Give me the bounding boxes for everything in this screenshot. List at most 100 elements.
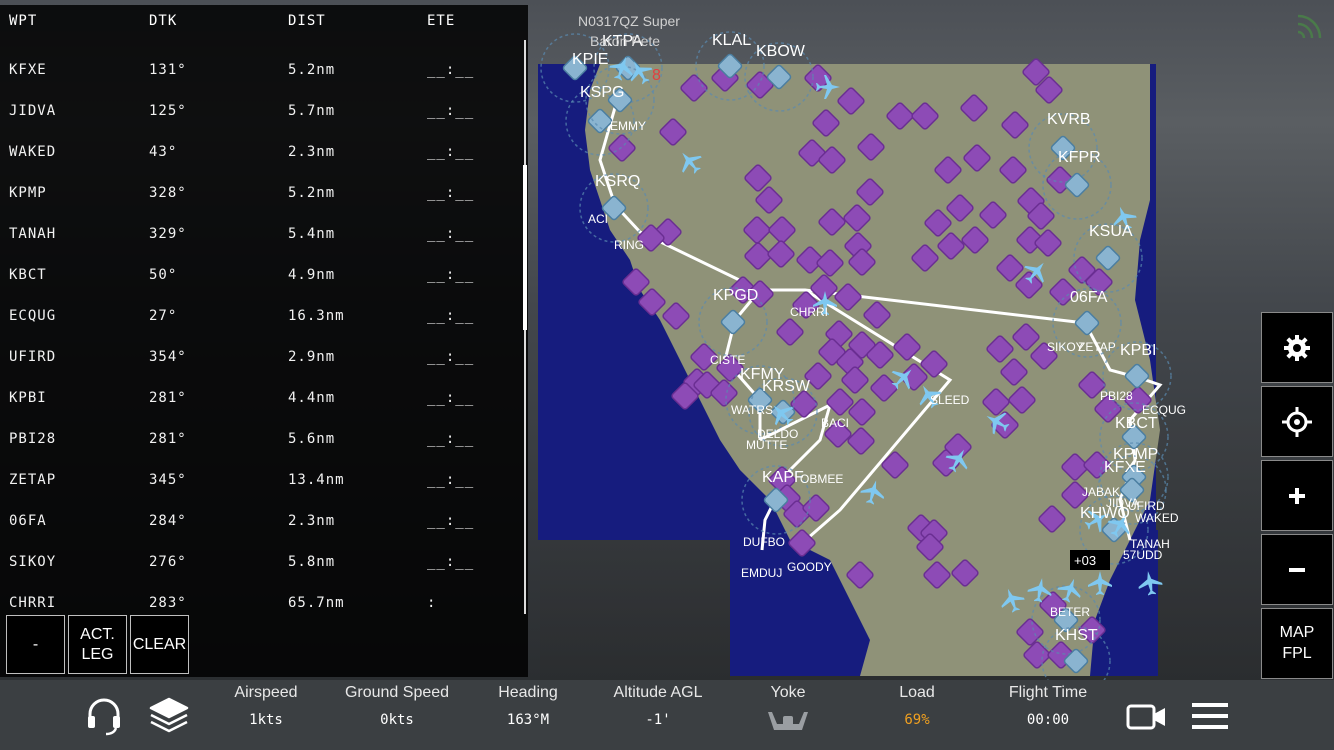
flight-plan-row[interactable]: 06FA 284° 2.3nm __:__ [0, 502, 528, 543]
row-ete: __:__ [427, 308, 475, 324]
airport-ring [1041, 626, 1111, 680]
row-dtk: 283° [149, 595, 187, 611]
aircraft-icon [1138, 571, 1163, 596]
waypoint-diamond [659, 118, 687, 146]
map-fpl-toggle-button[interactable]: MAP FPL [1261, 608, 1333, 679]
waypoint-diamond [1023, 641, 1051, 669]
center-map-button[interactable] [1261, 386, 1333, 457]
flight-plan-row[interactable]: WAKED 43° 2.3nm __:__ [0, 133, 528, 174]
waypoint-label: ZETAP [1078, 340, 1116, 354]
waypoint-diamond [1078, 371, 1106, 399]
airport-diamond [1074, 310, 1100, 336]
heading-value: 163°M [506, 712, 550, 728]
waypoint-diamond [1078, 616, 1106, 644]
row-dtk: 43° [149, 144, 178, 160]
flight-plan-row[interactable]: KBCT 50° 4.9nm __:__ [0, 256, 528, 297]
airport-diamond [1050, 135, 1076, 161]
aircraft-icon [1001, 588, 1025, 613]
airport-diamond [1121, 424, 1147, 450]
airport-ring [1042, 150, 1112, 220]
flight-plan-row[interactable]: PBI28 281° 5.6nm __:__ [0, 420, 528, 461]
waypoint-label: CHRRI [790, 305, 828, 319]
zoom-in-button[interactable] [1261, 460, 1333, 531]
waypoint-diamond [961, 226, 989, 254]
yoke-control[interactable]: Yoke [718, 684, 858, 740]
row-ete: __:__ [427, 513, 475, 529]
airport-label: KPIE [572, 51, 608, 68]
gear-icon [1284, 334, 1310, 361]
waypoint-diamond [824, 420, 852, 448]
atc-button[interactable] [84, 696, 124, 736]
waypoint-diamond [846, 561, 874, 589]
map-land [585, 64, 1160, 676]
row-dist: 4.4nm [288, 390, 336, 406]
row-ete: __:__ [427, 390, 475, 406]
waypoint-diamond [951, 559, 979, 587]
waypoint-diamond [847, 427, 875, 455]
flight-plan-row[interactable]: TANAH 329° 5.4nm __:__ [0, 215, 528, 256]
yoke-label: Yoke [770, 684, 806, 701]
flight-plan-row[interactable]: SIKOY 276° 5.8nm __:__ [0, 543, 528, 584]
waypoint-diamond [768, 216, 796, 244]
airport-diamond [601, 195, 627, 221]
row-dist: 4.9nm [288, 267, 336, 283]
waypoint-diamond [946, 194, 974, 222]
waypoint-diamond [744, 164, 772, 192]
waypoint-label: SIKOY [1047, 340, 1084, 354]
waypoint-label: EMMY [610, 119, 646, 133]
aircraft-icon [1027, 578, 1052, 603]
flight-plan-row[interactable]: KPMP 328° 5.2nm __:__ [0, 174, 528, 215]
waypoint-diamond [982, 388, 1010, 416]
aircraft-icon [986, 412, 1010, 435]
flight-plan-row[interactable]: KFXE 131° 5.2nm __:__ [0, 51, 528, 92]
waypoint-diamond [937, 232, 965, 260]
airport-ring [698, 287, 768, 357]
flight-plan-panel: WPT DTK DIST ETE KFXE 131° 5.2nm __:__ JIDVA… [0, 5, 528, 677]
waypoint-label: WAKED [1135, 511, 1179, 525]
row-dtk: 345° [149, 472, 187, 488]
waypoint-diamond [812, 109, 840, 137]
row-ete: __:__ [427, 144, 475, 160]
bottom-status-bar: Airspeed 1kts Ground Speed 0kts Heading … [0, 680, 1334, 750]
row-wpt: ECQUG [9, 308, 57, 324]
map-fpl-label-line1: MAP [1279, 623, 1315, 641]
row-dtk: 276° [149, 554, 187, 570]
airport-label: KPBI [1120, 342, 1156, 359]
camera-button[interactable] [1126, 702, 1168, 732]
waypoint-diamond [893, 333, 921, 361]
waypoint-diamond [743, 216, 771, 244]
flight-plan-row[interactable]: CHRRI 283° 65.7nm: [0, 584, 528, 625]
settings-button[interactable] [1261, 312, 1333, 383]
flight-plan-row[interactable]: UFIRD 354° 2.9nm __:__ [0, 338, 528, 379]
waypoint-diamond [790, 390, 818, 418]
airport-diamond [747, 387, 773, 413]
flight-plan-row[interactable]: ZETAP 345° 13.4nm __:__ [0, 461, 528, 502]
waypoint-diamond [841, 366, 869, 394]
row-dtk: 281° [149, 390, 187, 406]
zoom-out-button[interactable] [1261, 534, 1333, 605]
waypoint-diamond [886, 102, 914, 130]
waypoint-label: OBMEE [800, 472, 843, 486]
waypoint-label: UFIRD [1128, 499, 1165, 513]
layers-button[interactable] [148, 696, 190, 736]
waypoint-diamond [776, 318, 804, 346]
menu-button[interactable] [1190, 700, 1230, 732]
waypoint-diamond [881, 451, 909, 479]
flight-plan-row[interactable]: KPBI 281° 4.4nm __:__ [0, 379, 528, 420]
flight-plan-row[interactable]: ECQUG 27° 16.3nm __:__ [0, 297, 528, 338]
clear-button[interactable]: CLEAR [130, 615, 189, 674]
activate-leg-button[interactable]: ACT. LEG [68, 615, 127, 674]
airport-label: KPMP [1113, 446, 1158, 463]
flight-plan-row[interactable]: JIDVA 125° 5.7nm __:__ [0, 92, 528, 133]
traffic-callsign-sub: Baron Pete [590, 33, 660, 49]
aircraft-icon [813, 291, 837, 315]
list-scroll-thumb[interactable] [523, 165, 527, 330]
waypoint-diamond [863, 301, 891, 329]
aircraft-icon [1113, 206, 1137, 231]
airport-ring [1073, 223, 1143, 293]
airport-label: KHWO [1080, 505, 1130, 522]
airport-diamond [562, 55, 588, 81]
row-dist: 65.7nm [288, 595, 345, 611]
remove-waypoint-button[interactable]: - [6, 615, 65, 674]
